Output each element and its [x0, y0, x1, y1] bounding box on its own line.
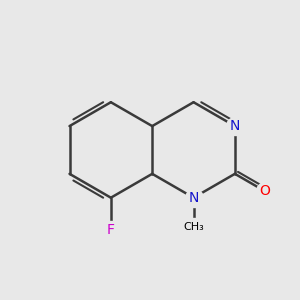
Text: CH₃: CH₃	[183, 222, 204, 232]
Text: F: F	[107, 223, 115, 237]
Text: N: N	[188, 191, 199, 205]
Text: N: N	[230, 119, 240, 133]
Text: O: O	[259, 184, 270, 198]
